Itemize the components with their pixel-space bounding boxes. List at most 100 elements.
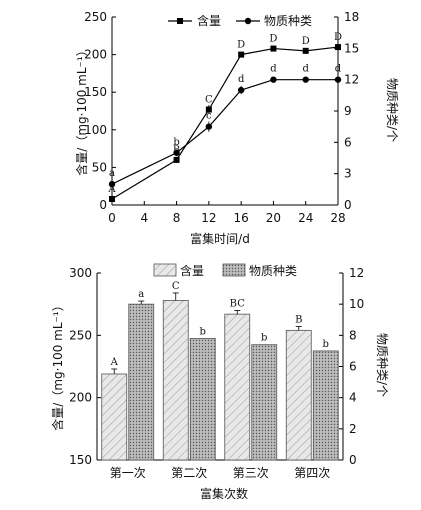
bar-types <box>312 350 339 461</box>
right-tick-label: 6 <box>349 360 357 374</box>
significance-label: d <box>335 64 342 75</box>
legend: 含量 物质种类 <box>153 263 297 278</box>
legend-marker-square <box>177 18 183 24</box>
x-tick-label: 第四次 <box>294 466 330 480</box>
right-axis-label: 物质种类/个 <box>385 78 399 142</box>
x-tick-label: 28 <box>330 211 345 225</box>
x-tick-label: 16 <box>234 211 249 225</box>
left-tick-label: 250 <box>84 10 107 24</box>
left-axis-ticks: 0 50 100 150 200 250 <box>84 10 116 212</box>
series-line-types <box>111 79 338 185</box>
left-tick-label: 50 <box>92 160 107 174</box>
significance-label: c <box>206 111 212 122</box>
legend-label-content: 含量 <box>197 13 221 28</box>
right-tick-label: 18 <box>344 10 359 24</box>
x-tick-label: 12 <box>201 211 216 225</box>
right-tick-label: 9 <box>344 104 352 118</box>
right-tick-label: 15 <box>344 41 359 55</box>
line-chart: 0 50 100 150 200 250 0 3 6 9 12 15 18 0 4 8 12 16 20 24 28… <box>74 10 399 246</box>
right-tick-label: 8 <box>349 328 357 342</box>
data-point-circle <box>108 180 116 188</box>
right-tick-label: 0 <box>344 198 352 212</box>
legend-swatch-types <box>222 263 246 277</box>
data-point-circle <box>302 76 309 83</box>
significance-label: D <box>237 40 245 51</box>
bars-layer: Aa Cb BC b Bb <box>101 281 339 461</box>
data-point-square <box>109 195 115 202</box>
significance-label: B <box>295 315 302 326</box>
bar-content <box>101 373 128 461</box>
legend-marker-circle <box>244 17 252 25</box>
left-tick-label: 150 <box>69 453 92 467</box>
x-tick-label: 20 <box>266 211 281 225</box>
right-tick-label: 10 <box>349 297 364 311</box>
significance-label: D <box>334 32 342 43</box>
left-axis-label: 含量/（mg·100 mL⁻¹） <box>50 299 65 430</box>
legend-label-content: 含量 <box>180 263 204 278</box>
significance-label: D <box>302 36 310 47</box>
right-tick-label: 12 <box>344 73 359 87</box>
legend-label-types: 物质种类 <box>264 14 312 28</box>
significance-label: d <box>303 64 310 75</box>
bar-types <box>189 338 216 461</box>
bar-content <box>162 300 189 461</box>
significance-label: d <box>238 74 245 85</box>
x-tick-label: 第一次 <box>110 466 146 480</box>
x-axis-label: 富集次数 <box>200 486 248 501</box>
significance-label: BC <box>230 298 246 309</box>
bar-types <box>128 303 155 461</box>
significance-label: b <box>261 333 267 344</box>
significance-label: a <box>138 289 144 300</box>
data-point-square <box>302 47 309 54</box>
significance-label: A <box>107 184 116 195</box>
x-axis-label: 富集时间/d <box>190 231 250 246</box>
x-tick-label: 24 <box>298 211 313 225</box>
legend-swatch-content <box>153 263 177 277</box>
series-layer: ABCDDDDabcdddd <box>107 32 342 202</box>
left-tick-label: 100 <box>84 123 107 137</box>
data-point-circle <box>173 149 180 156</box>
left-tick-label: 0 <box>99 198 107 212</box>
significance-label: C <box>172 281 180 292</box>
bar-content <box>285 329 312 461</box>
significance-label: C <box>205 94 213 105</box>
significance-label: d <box>270 64 277 75</box>
right-tick-label: 12 <box>349 266 364 280</box>
right-tick-label: 3 <box>344 167 352 181</box>
left-axis-ticks: 150 200 250 300 <box>69 266 101 467</box>
x-tick-label: 第二次 <box>171 466 207 480</box>
significance-label: D <box>269 34 277 45</box>
bar-types <box>251 344 278 461</box>
data-point-circle <box>270 76 277 83</box>
legend: 含量 物质种类 <box>168 13 312 28</box>
x-tick-label: 8 <box>173 211 181 225</box>
bar-chart: 150200250300 024681012 AaCbBCbBb 第一次 第二次第… <box>50 263 389 501</box>
significance-label: b <box>323 339 329 350</box>
legend-label-types: 物质种类 <box>249 264 297 278</box>
bar-content <box>224 313 251 461</box>
right-axis-label: 物质种类/个 <box>375 333 389 397</box>
significance-label: b <box>173 137 179 148</box>
data-point-square <box>205 106 212 113</box>
right-tick-label: 4 <box>349 391 357 405</box>
data-point-square <box>270 45 277 52</box>
x-tick-label: 4 <box>140 211 148 225</box>
data-point-circle <box>334 76 342 83</box>
x-tick-label: 0 <box>108 211 116 225</box>
left-tick-label: 150 <box>84 85 107 99</box>
significance-label: A <box>110 357 119 368</box>
left-tick-label: 300 <box>69 266 92 280</box>
left-tick-label: 250 <box>69 328 92 342</box>
left-tick-label: 200 <box>84 48 107 62</box>
data-point-circle <box>205 123 213 130</box>
data-point-square <box>238 51 245 58</box>
x-tick-label: 第三次 <box>233 466 269 480</box>
left-tick-label: 200 <box>69 391 92 405</box>
right-tick-label: 6 <box>344 135 352 149</box>
right-axis-ticks: 0 3 6 9 12 15 18 <box>334 10 359 212</box>
right-tick-label: 2 <box>349 422 357 436</box>
significance-label: a <box>109 168 115 179</box>
data-point-square <box>335 44 341 51</box>
x-axis-ticks: 0 4 8 12 16 20 24 28 <box>108 201 346 225</box>
